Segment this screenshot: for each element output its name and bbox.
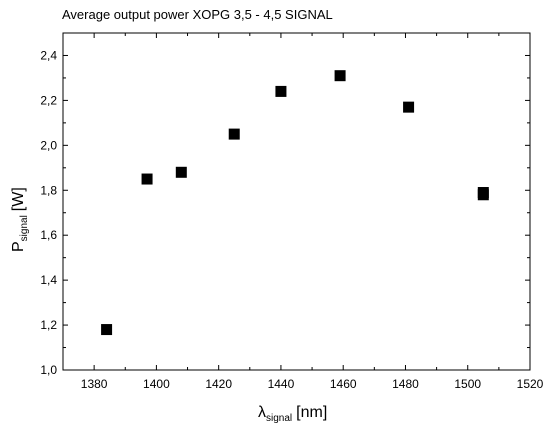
data-point bbox=[175, 166, 187, 178]
x-axis-label-unit: [nm] bbox=[296, 404, 327, 421]
x-tick-label: 1520 bbox=[517, 377, 544, 391]
x-axis-label: λsignal [nm] bbox=[258, 404, 327, 424]
x-tick-label: 1420 bbox=[205, 377, 232, 391]
data-point bbox=[141, 173, 153, 185]
x-axis-label-subscript: signal bbox=[266, 413, 292, 424]
y-tick-label: 2,4 bbox=[40, 48, 57, 62]
x-tick-label: 1440 bbox=[268, 377, 295, 391]
plot-frame bbox=[62, 32, 531, 371]
data-point bbox=[477, 189, 489, 201]
x-tick-label: 1500 bbox=[454, 377, 481, 391]
y-tick-label: 1,2 bbox=[40, 318, 57, 332]
data-point bbox=[403, 101, 415, 113]
y-tick-label: 1,6 bbox=[40, 228, 57, 242]
y-tick-label: 1,8 bbox=[40, 183, 57, 197]
x-tick-label: 1400 bbox=[143, 377, 170, 391]
y-axis: 1,0 1,2 1,4 1,6 1,8 2,0 2,2 2,4 bbox=[40, 48, 530, 377]
data-point bbox=[101, 324, 113, 336]
x-tick-label: 1380 bbox=[81, 377, 108, 391]
data-points bbox=[101, 70, 489, 336]
data-point bbox=[275, 85, 287, 97]
chart-title: Average output power XOPG 3,5 - 4,5 SIGN… bbox=[62, 7, 333, 22]
y-tick-label: 1,0 bbox=[40, 363, 57, 377]
data-point bbox=[334, 70, 346, 82]
y-tick-label: 1,4 bbox=[40, 273, 57, 287]
y-axis-label-unit: [W] bbox=[10, 187, 27, 211]
x-axis: 1380 1400 1420 1440 1460 1480 1500 1520 bbox=[62, 33, 544, 391]
y-axis-label: Psignal [W] bbox=[10, 187, 30, 252]
y-tick-label: 2,0 bbox=[40, 138, 57, 152]
y-axis-label-subscript: signal bbox=[19, 215, 30, 241]
x-tick-label: 1480 bbox=[392, 377, 419, 391]
data-point bbox=[228, 128, 240, 140]
x-axis-label-symbol: λ bbox=[258, 404, 266, 421]
y-axis-label-symbol: P bbox=[10, 241, 27, 252]
y-tick-label: 2,2 bbox=[40, 93, 57, 107]
x-tick-label: 1460 bbox=[330, 377, 357, 391]
